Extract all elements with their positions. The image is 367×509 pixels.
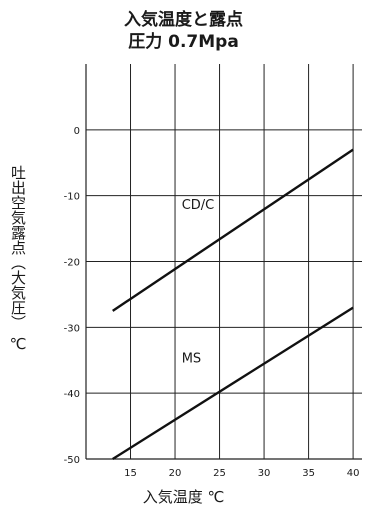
y-tick-label: -10	[64, 192, 80, 203]
y-axis-label: 吐出空気露点（大気圧） ℃	[8, 165, 27, 353]
x-tick-label: 20	[169, 468, 182, 479]
x-axis-label: 入気温度 ℃	[142, 488, 225, 506]
y-tick-label: -20	[64, 258, 80, 269]
series-label: MS	[182, 351, 201, 366]
y-tick-label: -30	[64, 323, 80, 334]
chart-title: 入気温度と露点	[124, 10, 243, 30]
series-label: CD/C	[182, 198, 215, 213]
chart-subtitle: 圧力 0.7Mpa	[128, 32, 239, 52]
series-line	[112, 306, 354, 461]
x-tick-label: 35	[302, 468, 315, 479]
x-tick-label: 25	[213, 468, 226, 479]
series-line	[112, 148, 354, 312]
y-tick-label: 0	[74, 126, 80, 137]
y-tick-label: -40	[64, 389, 80, 400]
y-tick-label: -50	[64, 455, 80, 466]
y-axis-label-text: 吐出空気露点（大気圧） ℃	[9, 165, 27, 353]
x-tick-label: 15	[124, 468, 137, 479]
x-tick-label: 40	[347, 468, 360, 479]
x-tick-label: 30	[258, 468, 271, 479]
